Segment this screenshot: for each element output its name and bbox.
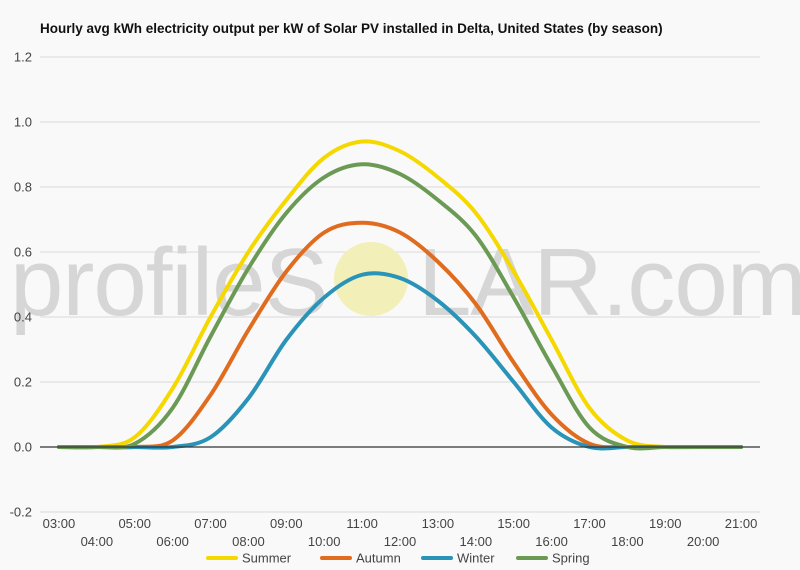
x-tick-label: 20:00 [687,534,720,549]
legend-label-winter: Winter [457,551,495,566]
watermark-sun-icon [334,242,408,316]
x-tick-label: 13:00 [422,516,455,531]
x-tick-label: 14:00 [460,534,493,549]
legend: Summer Autumn Winter Spring [206,551,590,566]
y-tick-label: 0.8 [14,180,32,195]
x-tick-label: 04:00 [81,534,114,549]
y-tick-label: 1.2 [14,50,32,65]
legend-label-autumn: Autumn [356,551,401,566]
watermark-left-text: profileS [10,229,328,336]
x-tick-label: 06:00 [156,534,189,549]
x-tick-label: 07:00 [194,516,227,531]
x-tick-label: 19:00 [649,516,682,531]
y-tick-label: 0.6 [14,245,32,260]
x-tick-label: 05:00 [118,516,151,531]
x-tick-label: 11:00 [346,516,378,531]
x-tick-label: 03:00 [43,516,76,531]
legend-label-summer: Summer [242,551,292,566]
x-tick-label: 18:00 [611,534,644,549]
watermark-right-text: LAR.com [418,229,800,336]
x-tick-label: 10:00 [308,534,341,549]
grid-layer [40,56,760,513]
legend-label-spring: Spring [552,551,590,566]
x-tick-label: 16:00 [535,534,568,549]
y-tick-label: -0.2 [10,505,32,520]
y-tick-label: 0.4 [14,310,32,325]
x-tick-label: 21:00 [725,516,758,531]
x-tick-label: 08:00 [232,534,265,549]
x-tick-label: 09:00 [270,516,303,531]
x-tick-label: 15:00 [497,516,530,531]
y-tick-label: 1.0 [14,115,32,130]
y-tick-label: 0.0 [14,440,32,455]
x-tick-label: 17:00 [573,516,606,531]
chart-title: Hourly avg kWh electricity output per kW… [40,21,663,36]
axis-layer: -0.2 0.0 0.2 0.4 0.6 0.8 1.0 1.2 03:00 05:00 07:00… [10,50,760,549]
y-tick-label: 0.2 [14,375,32,390]
series-line-summer [56,139,744,450]
x-tick-label: 12:00 [384,534,417,549]
